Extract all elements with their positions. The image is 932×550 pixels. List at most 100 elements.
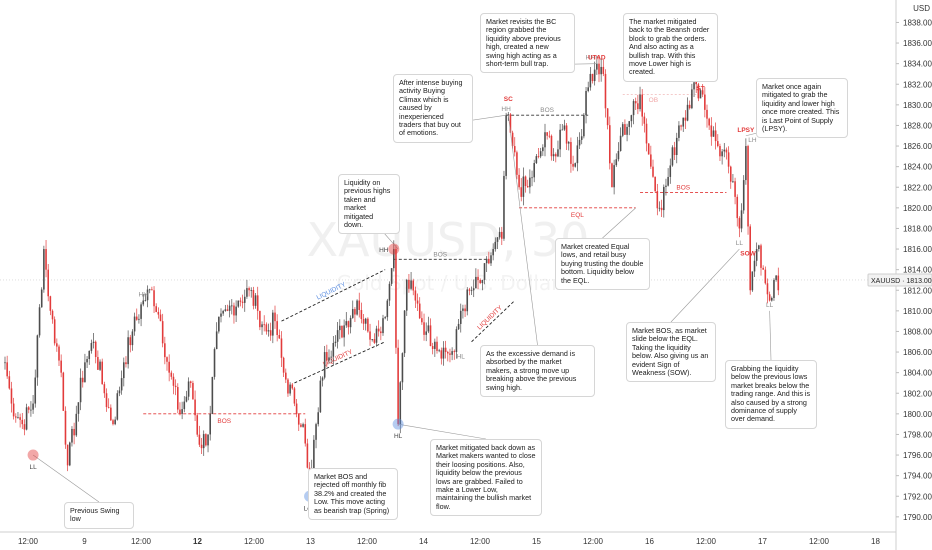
candle-body: [626, 126, 628, 135]
watermark-subtitle: Gold Spot / U.S. Dollar: [337, 271, 561, 295]
price-tick-label: 1834.00: [903, 60, 932, 69]
price-tick-label: 1790.00: [903, 513, 932, 522]
price-tick-label: 1802.00: [903, 389, 932, 398]
candle-body: [555, 154, 557, 157]
candle-body: [671, 147, 674, 166]
structure-level-label: BOS: [217, 418, 231, 425]
annotation-connector: [670, 248, 740, 323]
candle-body: [771, 297, 773, 301]
candle-body: [714, 130, 717, 142]
annotation-note[interactable]: Market mitigated back down as Market mak…: [430, 439, 542, 517]
candle-body: [315, 424, 317, 440]
candle-body: [516, 152, 518, 175]
annotation-note[interactable]: Grabbing the liquidity below the previou…: [725, 360, 817, 429]
swing-marker-label: ST: [696, 86, 704, 93]
candle-body: [691, 89, 693, 109]
candle-body: [81, 377, 84, 383]
annotation-note[interactable]: Market revisits the BC region grabbed th…: [480, 13, 575, 74]
candle-body: [94, 341, 97, 358]
swing-marker-label: SOW: [740, 250, 756, 257]
candle-body: [699, 90, 702, 99]
candle-body: [712, 130, 715, 137]
annotation-note[interactable]: Market once again mitigated to grab the …: [756, 78, 848, 139]
candle-body: [684, 117, 687, 121]
annotation-connector: [507, 115, 538, 346]
candle-body: [667, 176, 669, 186]
candle-body: [723, 149, 726, 152]
candle-body: [423, 322, 425, 335]
candle-body: [375, 328, 378, 343]
annotation-note[interactable]: Market BOS, as market slide below the EQ…: [626, 322, 716, 383]
candle-body: [36, 335, 39, 378]
candle-body: [412, 280, 415, 291]
candle-body: [492, 249, 494, 256]
order-block-label: OB: [649, 97, 658, 104]
candle-body: [12, 403, 15, 417]
annotation-note[interactable]: Market created Equal lows, and retail bu…: [555, 238, 650, 291]
candle-body: [138, 318, 140, 320]
current-price-tag-label: XAUUSD · 1813.00: [871, 278, 932, 285]
candle-body: [323, 352, 326, 378]
annotation-note[interactable]: After intense buying activity Buying Cli…: [393, 74, 473, 143]
candle-body: [533, 163, 535, 178]
price-tick-label: 1838.00: [903, 18, 932, 27]
candle-body: [166, 357, 168, 362]
swing-marker-label: LL: [29, 464, 37, 471]
candle-body: [84, 362, 86, 383]
candle-body: [410, 280, 412, 289]
time-tick-label: 12:00: [131, 537, 152, 546]
candle-body: [101, 361, 103, 385]
structure-level-label: EQL: [571, 212, 584, 219]
candle-body: [367, 318, 369, 332]
price-tick-label: 1796.00: [903, 451, 932, 460]
swing-marker-label: LH: [748, 137, 757, 144]
candle-body: [704, 94, 706, 110]
candle-body: [425, 331, 427, 335]
candle-body: [632, 101, 635, 116]
annotation-note[interactable]: As the excessive demand is absorbed by t…: [480, 345, 595, 398]
candle-body: [613, 165, 615, 188]
candle-body: [399, 382, 402, 425]
candle-body: [645, 123, 648, 144]
candle-body: [148, 289, 151, 291]
candle-body: [177, 387, 179, 410]
candle-body: [10, 388, 13, 404]
swing-marker-label: HL: [457, 353, 466, 360]
candle-body: [561, 129, 564, 131]
annotation-note[interactable]: Market BOS and rejected off monthly fib …: [308, 468, 398, 521]
candle-body: [371, 339, 373, 340]
candle-body: [611, 163, 613, 188]
candle-body: [390, 268, 393, 284]
candle-body: [570, 142, 572, 164]
price-axis[interactable]: USD 1838.00 1836.00 1834.00 1832.00 1830.00 18…: [867, 0, 932, 550]
candle-body: [544, 132, 546, 148]
annotation-note[interactable]: The market mitigated back to the Beansh …: [623, 13, 718, 82]
candle-body: [542, 147, 544, 152]
candle-body: [526, 186, 529, 188]
candle-body: [280, 338, 283, 358]
candle-body: [302, 424, 304, 427]
candle-body: [287, 379, 289, 394]
candle-body: [246, 288, 248, 297]
candle-body: [539, 151, 542, 157]
time-axis[interactable]: 12:00 9 12:00 12 12:00 13 12:00 14 12:00 15 12:00 1…: [0, 531, 896, 546]
annotation-note[interactable]: Previous Swing low: [64, 502, 134, 529]
candle-body: [753, 260, 756, 272]
candle-body: [431, 346, 434, 349]
candle-body: [617, 150, 620, 160]
candle-body: [112, 420, 114, 425]
structure-levels: BOS BOS BOS EQL BOS OB: [143, 94, 727, 425]
candle-body: [161, 321, 164, 344]
candle-body: [49, 296, 52, 311]
candle-body: [421, 318, 423, 323]
candle-body: [170, 372, 173, 377]
swing-marker-label: UTAD: [588, 55, 606, 62]
candle-body: [66, 444, 69, 466]
candle-body: [706, 109, 708, 119]
candle-body: [634, 101, 637, 104]
annotation-note[interactable]: Liquidity on previous highs taken and ma…: [338, 174, 400, 235]
candle-body: [40, 289, 43, 308]
swing-marker-label: SC: [504, 96, 513, 103]
time-tick-label: 12:00: [696, 537, 717, 546]
